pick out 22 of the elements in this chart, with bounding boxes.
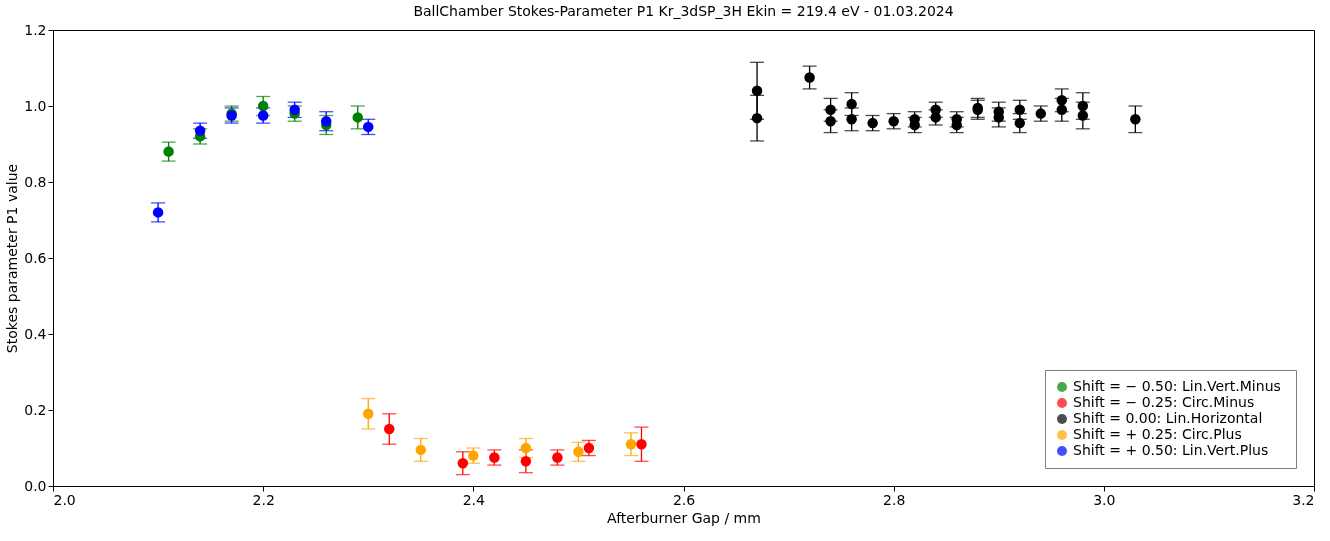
y-tick-label: 0.6 — [24, 249, 47, 266]
legend-label: Shift = + 0.25: Circ.Plus — [1073, 426, 1242, 442]
x-tick-label: 2.8 — [883, 491, 906, 508]
x-tick-label: 3.2 — [1292, 491, 1315, 508]
x-tick-label: 2.4 — [462, 491, 486, 508]
y-tick-label: 1.0 — [24, 97, 47, 114]
legend-label: Shift = + 0.50: Lin.Vert.Plus — [1073, 442, 1269, 458]
x-tick-label: 2.2 — [252, 491, 275, 508]
y-tick-label: 0.2 — [24, 401, 47, 418]
y-tick-label: 1.2 — [24, 21, 47, 38]
x-axis-title: Afterburner Gap / mm — [607, 509, 761, 526]
x-tick-label: 2.0 — [53, 491, 76, 508]
x-tick-label: 3.0 — [1093, 491, 1116, 508]
y-axis-title: Stokes parameter P1 value — [4, 163, 21, 354]
y-tick-label: 0.8 — [24, 173, 47, 190]
chart-title: BallChamber Stokes-Parameter P1 Kr_3dSP_3H Ekin = 219.4 eV - 01.03.2024 — [413, 3, 954, 19]
legend-label: Shift = 0.00: Lin.Horizontal — [1073, 410, 1263, 426]
y-tick-label: 0.0 — [24, 477, 47, 494]
legend-label: Shift = − 0.50: Lin.Vert.Minus — [1073, 378, 1281, 394]
legend-label: Shift = − 0.25: Circ.Minus — [1073, 394, 1255, 410]
x-tick-label: 2.6 — [672, 491, 696, 508]
y-tick-label: 0.4 — [24, 325, 47, 342]
